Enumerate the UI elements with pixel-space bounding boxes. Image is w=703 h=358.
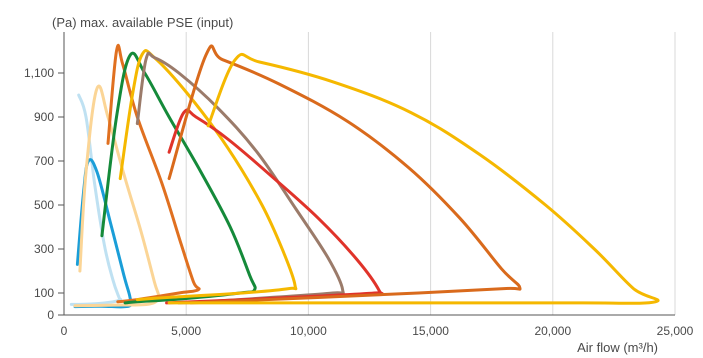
x-tick-label: 0 bbox=[61, 324, 68, 338]
y-tick-label: 0 bbox=[47, 308, 54, 322]
y-tick-label: 700 bbox=[34, 154, 54, 168]
series-curve-8 bbox=[165, 108, 384, 305]
y-tick-label: 300 bbox=[34, 242, 54, 256]
axes: 0 5,000 10,000 15,000 20,000 25,000 0 100 300 500… bbox=[24, 32, 694, 338]
y-tick-label: 500 bbox=[34, 198, 54, 212]
series-curve-4 bbox=[106, 43, 201, 304]
x-axis-title: Air flow (m³/h) bbox=[577, 340, 658, 355]
series-curve-6 bbox=[118, 48, 298, 302]
series-curve-3 bbox=[73, 84, 160, 308]
x-tick-label: 25,000 bbox=[657, 324, 694, 338]
x-tick-label: 10,000 bbox=[290, 324, 327, 338]
series-layer bbox=[69, 43, 660, 309]
series-curve-5 bbox=[100, 51, 257, 305]
chart-title: (Pa) max. available PSE (input) bbox=[52, 15, 233, 30]
y-tick-label: 100 bbox=[34, 286, 54, 300]
x-tick-label: 20,000 bbox=[534, 324, 571, 338]
grid bbox=[185, 32, 676, 315]
series-curve-10 bbox=[167, 52, 660, 305]
series-curve-9 bbox=[167, 44, 522, 305]
series-curve-1 bbox=[69, 93, 123, 306]
y-tick-label: 1,100 bbox=[24, 66, 54, 80]
x-tick-label: 5,000 bbox=[171, 324, 201, 338]
y-tick-label: 900 bbox=[34, 110, 54, 124]
x-tick-label: 15,000 bbox=[412, 324, 449, 338]
